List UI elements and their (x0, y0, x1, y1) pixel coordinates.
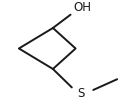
Text: OH: OH (73, 1, 91, 14)
Text: S: S (77, 87, 84, 100)
